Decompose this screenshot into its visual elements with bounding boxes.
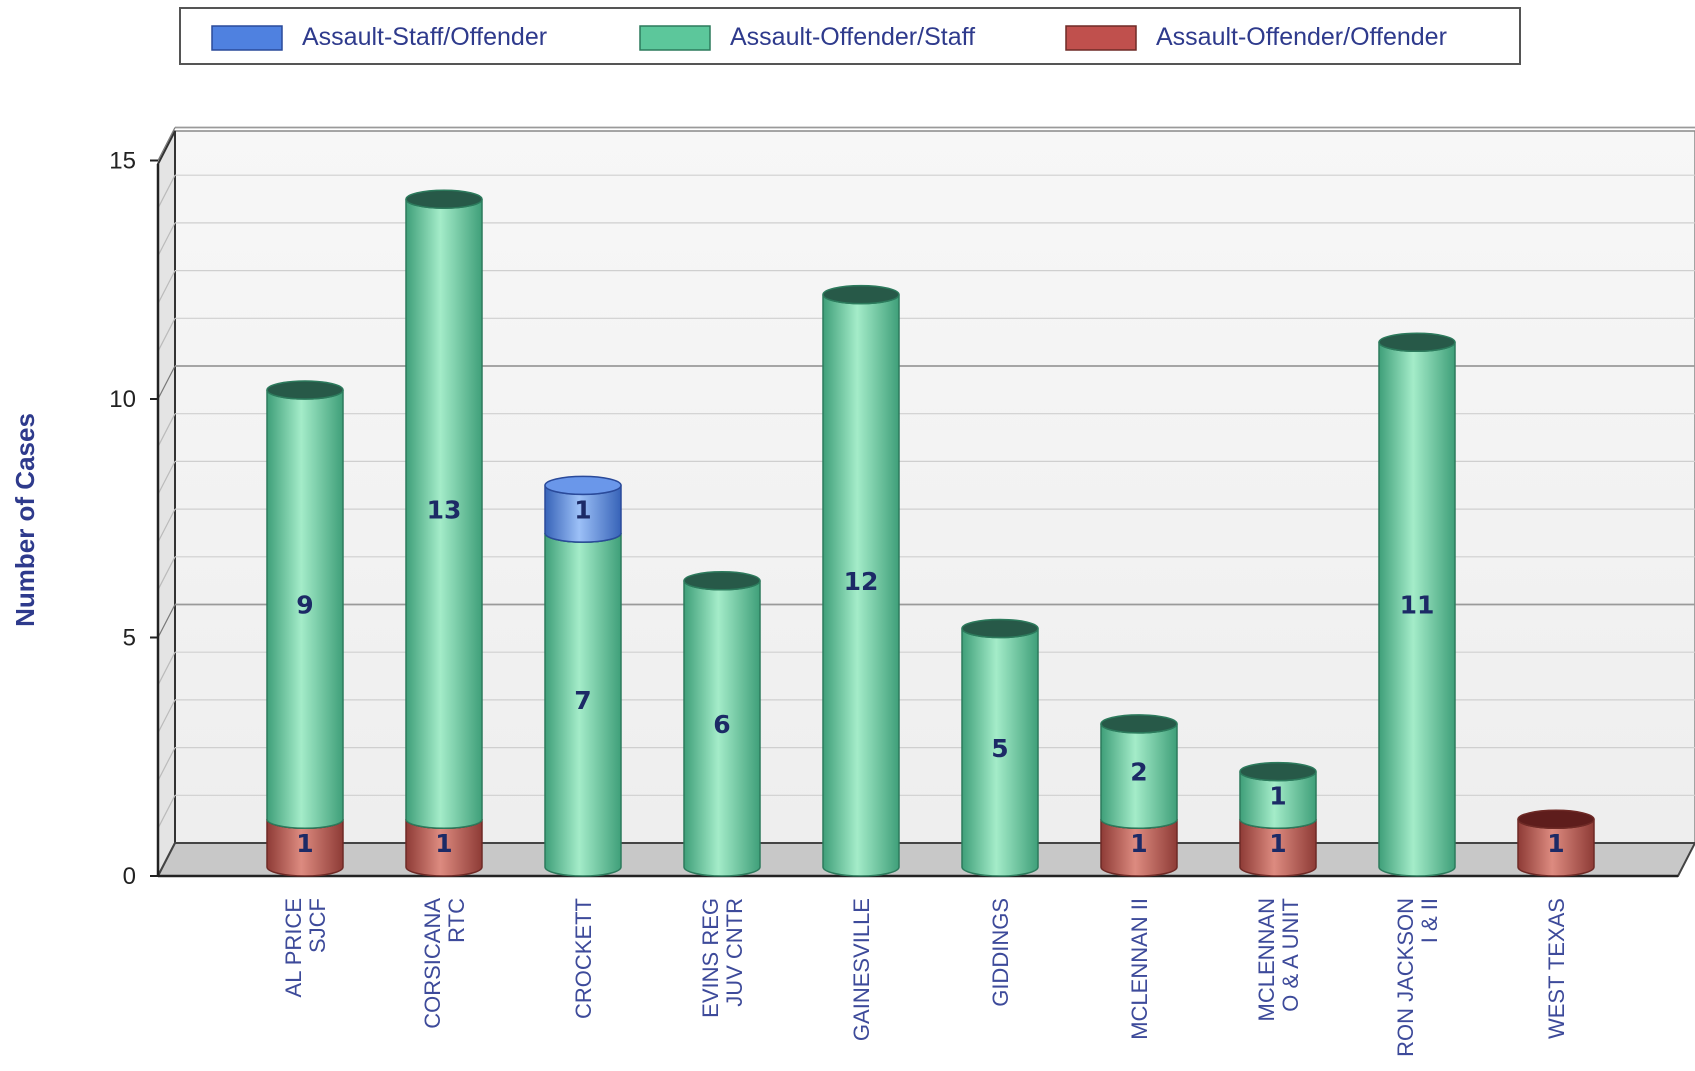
x-tick-label-giddings: GIDDINGS: [988, 898, 1013, 1007]
x-tick-label-line: MCLENNAN: [1254, 898, 1279, 1021]
x-tick-label-line: RTC: [444, 898, 469, 943]
bar-group-al-price-sjcf: 19: [267, 381, 343, 876]
x-tick-label-line: CROCKETT: [571, 898, 596, 1019]
legend-label-assault-offender-offender: Assault-Offender/Offender: [1156, 23, 1447, 51]
bar-cap: [267, 381, 343, 399]
data-label: 1: [1547, 829, 1564, 858]
bar-group-evins-reg-juv-cntr: 6: [684, 572, 760, 876]
bar-group-west-texas: 1: [1518, 810, 1594, 876]
bar-group-ron-jackson-i-ii: 11: [1379, 333, 1455, 876]
bar-cap: [684, 572, 760, 590]
x-tick-label-line: GIDDINGS: [988, 898, 1013, 1007]
data-label: 2: [1130, 758, 1147, 787]
bar-group-mclennan-ii: 12: [1101, 715, 1177, 876]
x-axis-categories: AL PRICESJCF CORSICANARTC CROCKETT EVINS RE…: [281, 898, 1569, 1057]
y-axis-label: Number of Cases: [10, 413, 40, 627]
y-tick-label: 10: [109, 386, 136, 413]
x-tick-label-line: MCLENNAN II: [1127, 898, 1152, 1040]
y-tick-label: 15: [109, 148, 136, 175]
x-tick-label-ron-jackson-i-ii: RON JACKSONI & II: [1393, 898, 1442, 1057]
bar-cap: [1518, 810, 1594, 828]
y-tick-label: 5: [123, 625, 136, 652]
bar-segment-assault-offender-staff: 7: [545, 533, 621, 876]
data-label: 5: [991, 734, 1008, 763]
x-tick-label-mclennan-o-a-unit: MCLENNANO & A UNIT: [1254, 898, 1303, 1021]
legend: Assault-Staff/Offender Assault-Offender/S…: [180, 8, 1520, 64]
x-tick-label-line: I & II: [1417, 898, 1442, 943]
data-label: 1: [1130, 829, 1147, 858]
x-tick-label-line: WEST TEXAS: [1544, 898, 1569, 1039]
bar-group-giddings: 5: [962, 620, 1038, 877]
x-tick-label-line: RON JACKSON: [1393, 898, 1418, 1057]
x-tick-label-al-price-sjcf: AL PRICESJCF: [281, 898, 330, 997]
x-tick-label-west-texas: WEST TEXAS: [1544, 898, 1569, 1039]
bar-cap: [823, 286, 899, 304]
x-tick-label-crockett: CROCKETT: [571, 898, 596, 1019]
x-tick-label-line: AL PRICE: [281, 898, 306, 997]
x-tick-label-line: JUV CNTR: [722, 898, 747, 1007]
bar-cap: [1379, 333, 1455, 351]
bar-cap: [406, 190, 482, 208]
bar-segment-assault-staff-offender: 1: [545, 476, 621, 542]
bar-cap: [1240, 763, 1316, 781]
data-label: 1: [1269, 781, 1286, 810]
y-tick-label: 0: [123, 863, 136, 890]
data-label: 11: [1400, 591, 1435, 620]
x-tick-label-line: CORSICANA: [420, 898, 445, 1029]
bar-segment-assault-offender-staff: 11: [1379, 333, 1455, 876]
back-wall: [175, 131, 1695, 843]
data-label: 13: [427, 495, 462, 524]
bar-cap: [545, 476, 621, 494]
legend-label-assault-offender-staff: Assault-Offender/Staff: [730, 23, 975, 51]
legend-swatch-assault-offender-staff: [640, 26, 710, 50]
y-axis-ticks: 0 5 10 15: [109, 148, 158, 891]
legend-swatch-assault-staff-offender: [212, 26, 282, 50]
data-label: 1: [435, 829, 452, 858]
bar-segment-assault-offender-staff: 5: [962, 620, 1038, 877]
data-label: 1: [296, 829, 313, 858]
x-tick-label-evins-reg-juv-cntr: EVINS REGJUV CNTR: [698, 898, 747, 1018]
bar-group-corsicana-rtc: 1 13: [406, 190, 482, 876]
bar-segment-assault-offender-staff: 1: [1240, 763, 1316, 829]
x-tick-label-corsicana-rtc: CORSICANARTC: [420, 898, 469, 1029]
x-tick-label-mclennan-ii: MCLENNAN II: [1127, 898, 1152, 1040]
bar-cap: [962, 620, 1038, 638]
x-tick-label-line: EVINS REG: [698, 898, 723, 1018]
x-tick-label-line: SJCF: [305, 898, 330, 953]
x-tick-label-gainesville: GAINESVILLE: [849, 898, 874, 1041]
x-tick-label-line: GAINESVILLE: [849, 898, 874, 1041]
bar-segment-assault-offender-staff: 2: [1101, 715, 1177, 828]
x-tick-label-line: O & A UNIT: [1278, 898, 1303, 1012]
bar-segment-assault-offender-staff: 9: [267, 381, 343, 828]
bar-group-mclennan-o-a-unit: 11: [1240, 763, 1316, 876]
data-label: 12: [844, 567, 879, 596]
legend-label-assault-staff-offender: Assault-Staff/Offender: [302, 23, 547, 51]
bar-segment-assault-offender-staff: 12: [823, 286, 899, 876]
legend-swatch-assault-offender-offender: [1066, 26, 1136, 50]
bar-group-gainesville: 12: [823, 286, 899, 876]
data-label: 6: [713, 710, 730, 739]
data-label: 1: [1269, 829, 1286, 858]
data-label: 7: [574, 686, 591, 715]
data-label: 1: [574, 495, 591, 524]
bar-segment-assault-offender-offender: 1: [1518, 810, 1594, 876]
bar-segment-assault-offender-staff: 6: [684, 572, 760, 876]
data-label: 9: [296, 591, 313, 620]
floor: [158, 843, 1695, 876]
bar-group-crockett: 71: [545, 476, 621, 876]
bar-cap: [1101, 715, 1177, 733]
bar-segment-assault-offender-staff: 13: [406, 190, 482, 828]
